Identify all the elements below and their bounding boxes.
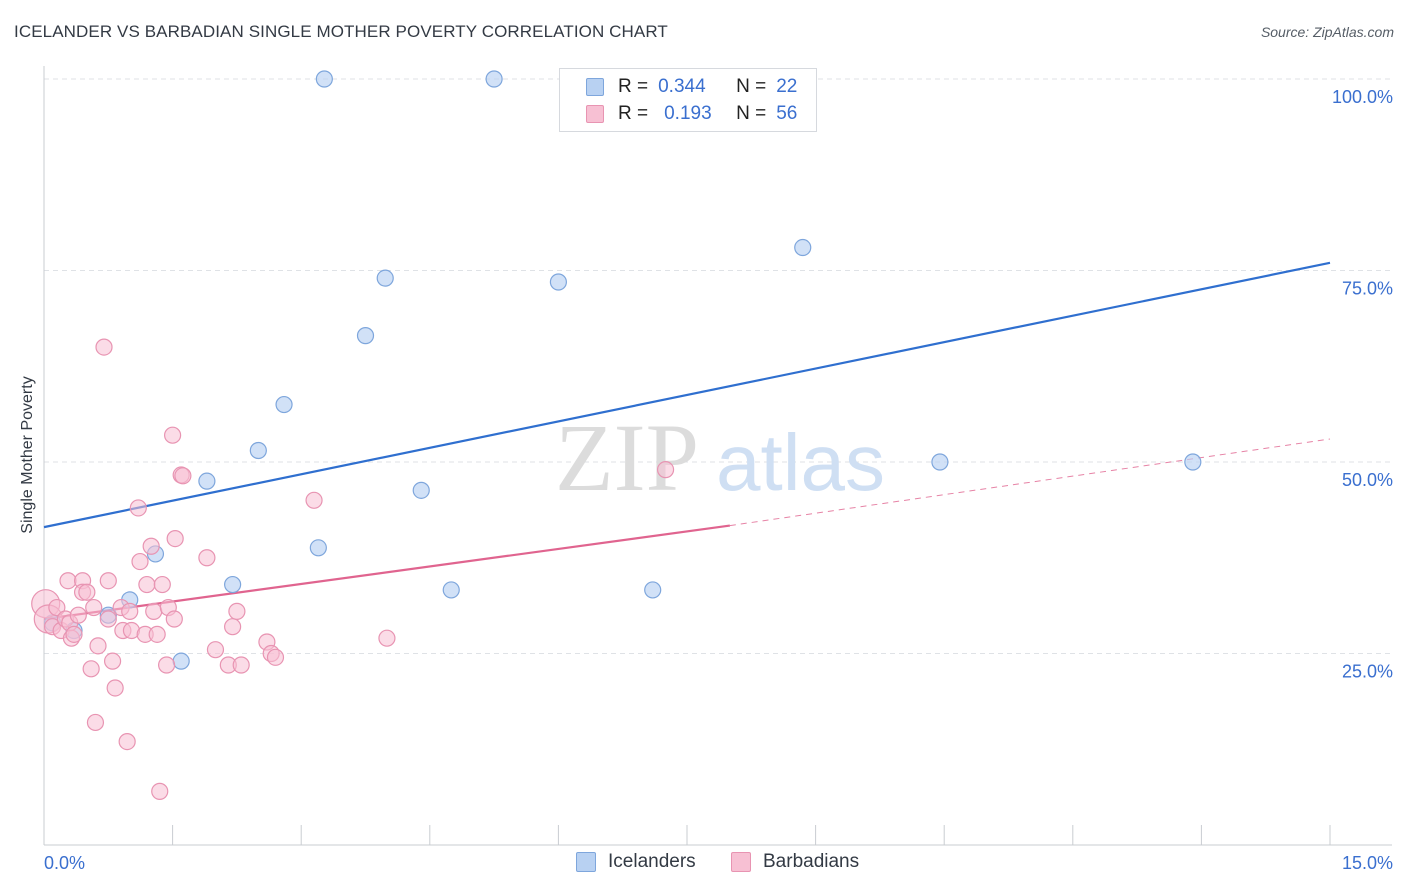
point-barbadians xyxy=(78,583,96,601)
point-barbadians xyxy=(378,629,396,647)
point-barbadians xyxy=(99,610,117,628)
point-barbadians xyxy=(656,461,675,479)
legend-r-value: 0.344 xyxy=(658,76,706,97)
point-icelanders xyxy=(356,327,375,345)
x-tick-label: 0.0% xyxy=(44,853,85,873)
point-icelanders xyxy=(309,539,327,557)
point-barbadians xyxy=(103,652,122,670)
legend-n-value: 56 xyxy=(776,103,798,124)
point-barbadians xyxy=(232,656,250,674)
point-barbadians xyxy=(157,656,176,674)
point-barbadians xyxy=(86,713,105,732)
point-icelanders xyxy=(275,395,293,414)
x-tick-label: 15.0% xyxy=(1342,853,1393,873)
point-barbadians xyxy=(85,598,103,617)
point-barbadians xyxy=(174,467,192,485)
point-barbadians xyxy=(153,575,171,594)
trend-line-barbadians-extension xyxy=(729,438,1331,527)
point-icelanders xyxy=(931,453,949,471)
legend-row-icelanders: R = 0.344 N = 22 xyxy=(586,75,797,99)
gridlines xyxy=(44,78,1392,654)
y-tick-label: 25.0% xyxy=(1342,662,1393,682)
point-barbadians xyxy=(198,549,216,567)
point-icelanders xyxy=(376,269,394,287)
stats-legend: R = 0.344 N = 22 R = 0.193 N = 56 xyxy=(559,68,817,132)
point-barbadians xyxy=(228,602,246,620)
trend-line-barbadians xyxy=(43,524,731,621)
legend-row-barbadians: R = 0.193 N = 56 xyxy=(586,102,797,126)
point-barbadians xyxy=(266,648,285,666)
point-barbadians xyxy=(99,572,117,590)
tick-labels: 25.0% 50.0% 75.0% 100.0% 0.0% 15.0% xyxy=(44,87,1393,873)
legend-swatch-barbadians xyxy=(731,852,751,872)
point-barbadians xyxy=(59,572,77,590)
point-barbadians xyxy=(131,552,149,571)
y-tick-label: 50.0% xyxy=(1342,470,1393,490)
trend-lines xyxy=(43,261,1331,621)
source-note: Source: ZipAtlas.com xyxy=(1260,24,1394,40)
chart-title: ICELANDER VS BARBADIAN SINGLE MOTHER POV… xyxy=(14,22,668,41)
point-barbadians xyxy=(106,679,124,697)
legend-r-value: 0.193 xyxy=(664,103,712,124)
point-barbadians xyxy=(206,641,225,659)
point-icelanders xyxy=(442,581,460,599)
legend-r-label: R = xyxy=(618,76,649,97)
legend-label-barbadians: Barbadians xyxy=(763,851,860,872)
point-barbadians xyxy=(166,529,184,548)
axes xyxy=(43,66,1392,846)
legend-r-label: R = xyxy=(618,103,649,124)
legend-n-label: N = xyxy=(736,103,767,124)
point-barbadians xyxy=(95,338,113,356)
point-barbadians xyxy=(89,637,107,655)
point-icelanders xyxy=(549,273,568,291)
point-barbadians xyxy=(48,598,66,617)
point-barbadians xyxy=(121,602,139,620)
legend-n-value: 22 xyxy=(776,76,798,97)
legend-n-label: N = xyxy=(736,76,767,97)
legend-item-barbadians: Barbadians xyxy=(731,851,859,873)
legend-swatch-icelanders xyxy=(586,78,604,96)
point-barbadians xyxy=(224,618,242,636)
point-barbadians xyxy=(165,610,183,628)
point-icelanders xyxy=(412,481,430,499)
watermark-zip: ZIP xyxy=(555,404,699,511)
point-barbadians xyxy=(138,575,156,594)
legend-item-icelanders: Icelanders xyxy=(576,851,696,873)
point-icelanders xyxy=(485,70,503,88)
point-barbadians xyxy=(145,602,163,620)
point-icelanders xyxy=(249,441,267,460)
point-barbadians xyxy=(65,625,83,643)
point-icelanders xyxy=(315,70,333,88)
point-icelanders xyxy=(644,581,662,599)
legend-swatch-icelanders xyxy=(576,852,596,872)
point-barbadians xyxy=(148,625,166,643)
point-icelanders xyxy=(224,575,242,594)
point-icelanders xyxy=(198,472,216,490)
series-legend: Icelanders Barbadians xyxy=(0,851,1406,877)
point-barbadians xyxy=(142,537,160,555)
point-icelanders xyxy=(1184,453,1202,471)
watermark-atlas: atlas xyxy=(716,418,885,507)
y-tick-label: 100.0% xyxy=(1332,87,1393,107)
trend-line-icelanders xyxy=(43,261,1331,529)
point-barbadians xyxy=(129,499,147,517)
point-barbadians xyxy=(305,491,323,509)
point-icelanders xyxy=(794,238,812,257)
y-tick-label: 75.0% xyxy=(1342,279,1393,299)
point-icelanders xyxy=(172,652,190,670)
data-points xyxy=(31,70,1202,800)
legend-label-icelanders: Icelanders xyxy=(608,851,696,872)
legend-swatch-barbadians xyxy=(586,105,604,123)
point-barbadians xyxy=(82,660,100,678)
watermark: ZIP atlas xyxy=(555,404,885,511)
point-barbadians xyxy=(118,732,136,751)
point-barbadians xyxy=(151,782,169,800)
point-barbadians xyxy=(164,426,182,444)
point-barbadians xyxy=(69,606,87,624)
